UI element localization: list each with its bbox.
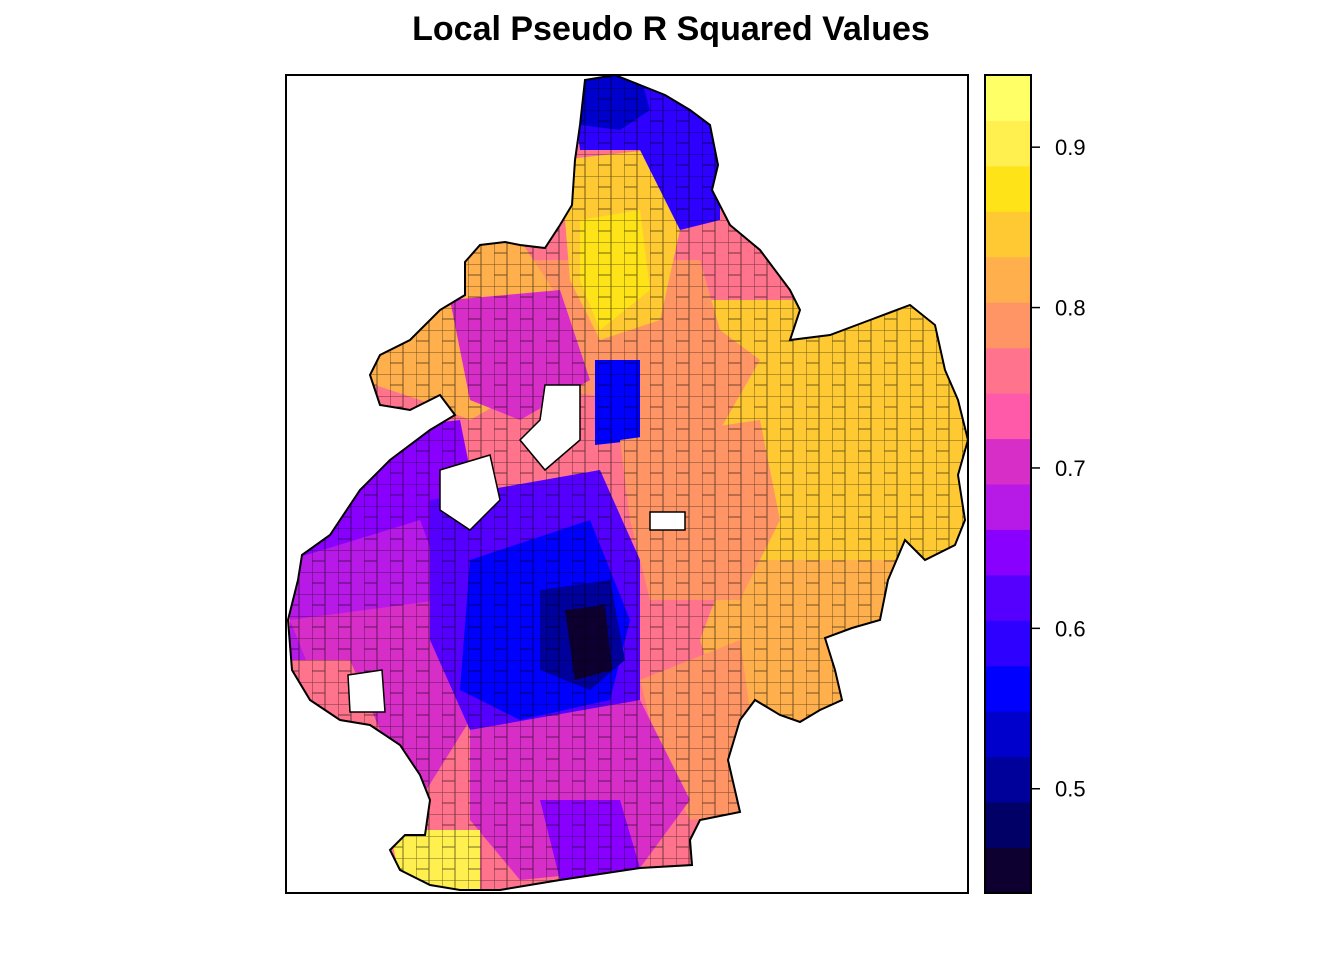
borough-outline [286,73,970,891]
park-prospect [518,384,581,472]
legend-color-step [985,120,1031,167]
legend-color-step [985,802,1031,849]
legend-colorbar [985,75,1031,894]
legend-color-step [985,665,1031,712]
legend-color-step [985,574,1031,621]
tract-grid [288,75,968,890]
legend-color-step [985,347,1031,394]
legend-color-step [985,711,1031,758]
legend-tick-label: 0.5 [1055,777,1086,802]
legend-color-step [985,165,1031,212]
park-southwest [347,669,386,713]
legend-color-step [985,256,1031,303]
legend-tick-label: 0.8 [1055,296,1086,321]
legend-color-step [985,211,1031,258]
legend-color-step [985,484,1031,530]
choropleth-regions [288,75,968,890]
park-small-east [649,511,686,531]
legend-color-step [985,75,1031,121]
legend-color-step [985,620,1031,667]
legend-color-step [985,756,1031,803]
legend-ticks: 0.5 0.6 0.7 0.8 0.9 [1031,135,1086,802]
legend-color-step [985,847,1031,894]
legend-tick-label: 0.7 [1055,456,1086,481]
legend-color-step [985,302,1031,349]
legend-color-step [985,393,1031,440]
map-title: Local Pseudo R Squared Values [412,10,930,48]
park-greenwood [439,454,501,531]
legend-tick-label: 0.6 [1055,616,1086,641]
legend-color-step [985,529,1031,576]
legend-frame [984,74,1032,894]
legend-tick-label: 0.9 [1055,135,1086,160]
map-frame [285,74,969,894]
legend-color-step [985,438,1031,485]
